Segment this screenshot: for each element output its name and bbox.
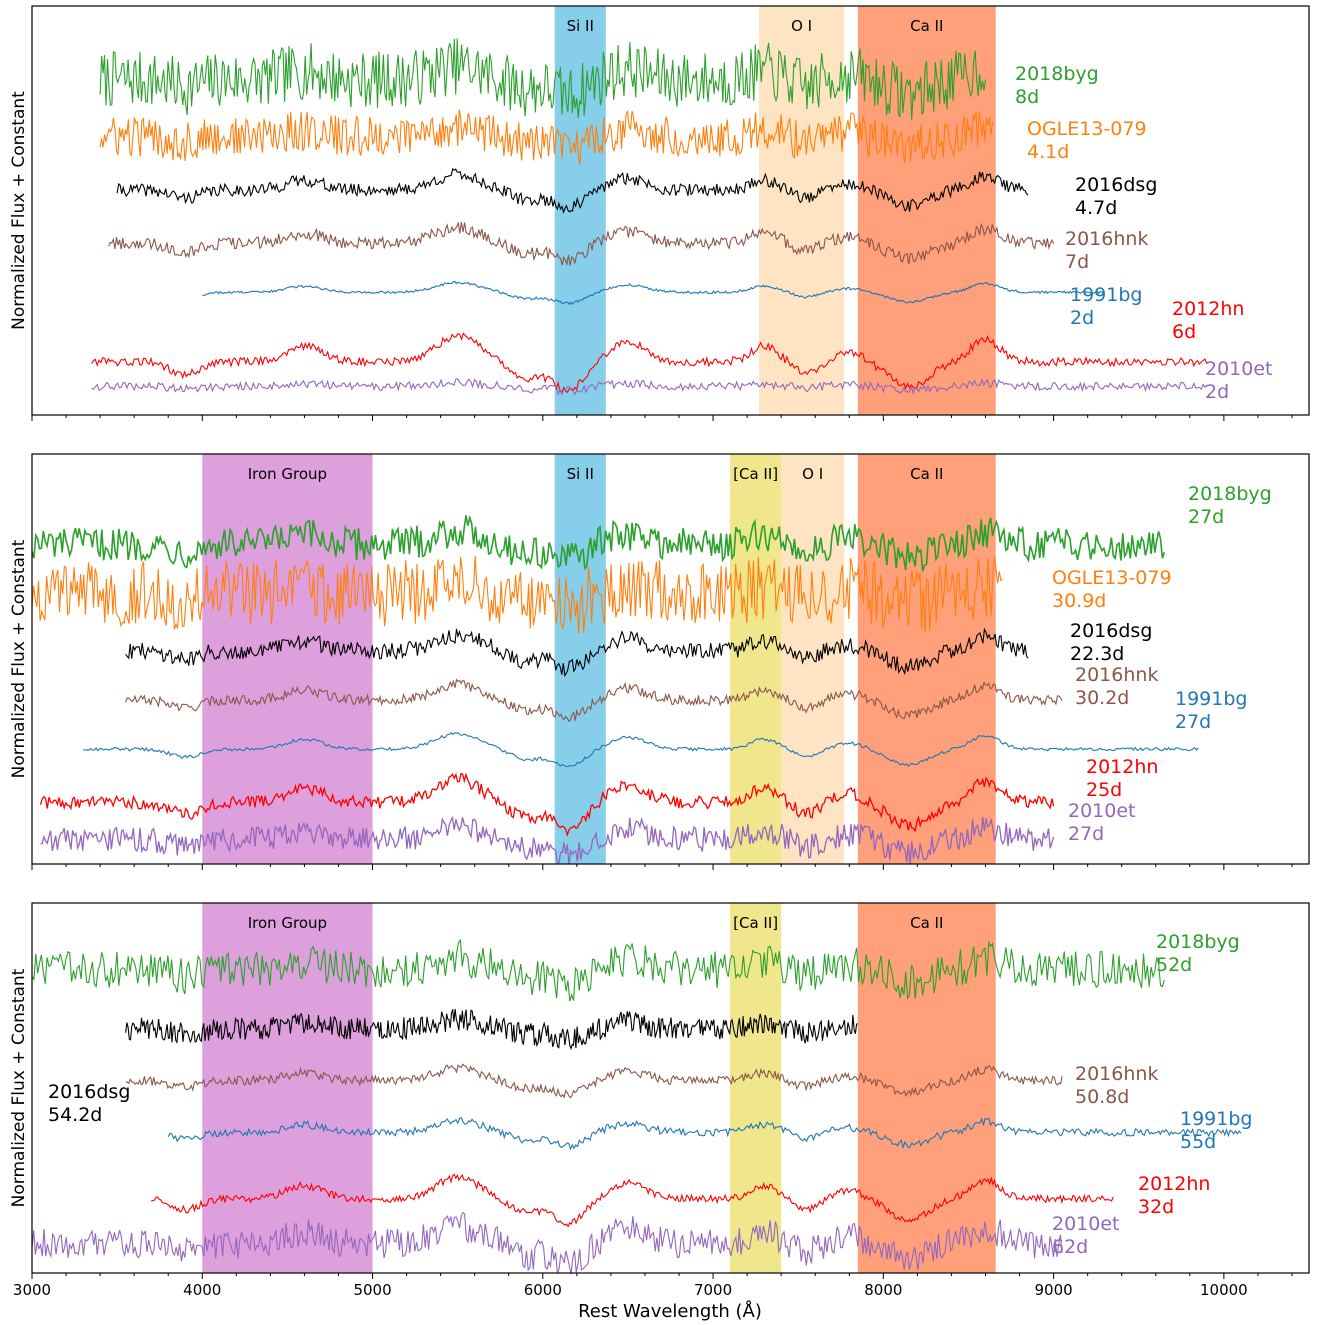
series-name-label-2-3: 1991bg bbox=[1180, 1108, 1252, 1130]
series-epoch-label-1-3: 30.2d bbox=[1075, 687, 1129, 709]
series-name-label-1-0: 2018byg bbox=[1188, 483, 1272, 505]
series-name-label-1-4: 1991bg bbox=[1175, 688, 1247, 710]
series-line-2-2 bbox=[125, 1063, 1063, 1099]
series-epoch-label-1-6: 27d bbox=[1068, 823, 1104, 845]
series-epoch-label-0-1: 4.1d bbox=[1027, 141, 1069, 163]
series-name-label-2-4: 2012hn bbox=[1138, 1173, 1210, 1195]
axes-frame-1 bbox=[31, 453, 1310, 865]
band-label-2-1: [Ca II] bbox=[733, 914, 778, 932]
series-name-label-1-6: 2010et bbox=[1068, 800, 1136, 822]
axes-frame-2 bbox=[31, 902, 1310, 1274]
series-line-1-5 bbox=[39, 772, 1055, 837]
series-epoch-label-2-5: 62d bbox=[1052, 1236, 1088, 1258]
x-tick-label-3000: 3000 bbox=[13, 1281, 51, 1299]
series-line-1-1 bbox=[31, 555, 1003, 634]
series-line-1-4 bbox=[83, 731, 1199, 768]
band-1-1 bbox=[554, 454, 606, 864]
series-layer bbox=[31, 38, 1242, 1275]
x-tick-label-5000: 5000 bbox=[353, 1281, 391, 1299]
x-tick-label-7000: 7000 bbox=[694, 1281, 732, 1299]
axes-frame-0 bbox=[31, 5, 1310, 416]
band-1-4 bbox=[857, 454, 996, 864]
x-tick-label-9000: 9000 bbox=[1035, 1281, 1073, 1299]
series-name-label-0-5: 2012hn bbox=[1172, 298, 1244, 320]
series-line-0-3 bbox=[108, 222, 1055, 266]
series-epoch-label-2-1: 54.2d bbox=[48, 1104, 102, 1126]
series-name-label-0-0: 2018byg bbox=[1015, 63, 1099, 85]
x-axis-label: Rest Wavelength (Å) bbox=[578, 1300, 762, 1322]
series-name-label-2-5: 2010et bbox=[1052, 1213, 1120, 1235]
band-label-0-2: Ca II bbox=[910, 17, 943, 35]
series-line-0-2 bbox=[116, 167, 1029, 214]
series-name-label-1-3: 2016hnk bbox=[1075, 664, 1158, 686]
series-name-label-0-2: 2016dsg bbox=[1075, 174, 1157, 196]
series-line-2-4 bbox=[151, 1173, 1114, 1228]
series-line-0-1 bbox=[99, 109, 995, 166]
series-line-0-5 bbox=[91, 332, 1208, 394]
series-line-1-6 bbox=[40, 815, 1055, 865]
series-line-0-0 bbox=[99, 38, 987, 121]
band-label-1-4: Ca II bbox=[910, 465, 943, 483]
series-name-label-1-1: OGLE13-079 bbox=[1052, 567, 1172, 589]
series-name-label-0-4: 1991bg bbox=[1070, 284, 1142, 306]
series-name-label-0-6: 2010et bbox=[1205, 358, 1273, 380]
series-line-2-0 bbox=[31, 938, 1165, 1002]
y-axis-label-1: Normalized Flux + Constant bbox=[9, 539, 29, 778]
series-epoch-label-0-5: 6d bbox=[1172, 321, 1196, 343]
band-label-1-0: Iron Group bbox=[248, 465, 327, 483]
band-label-1-1: Si II bbox=[567, 465, 594, 483]
series-epoch-label-0-2: 4.7d bbox=[1075, 197, 1117, 219]
series-name-label-2-2: 2016hnk bbox=[1075, 1063, 1158, 1085]
series-line-2-1 bbox=[125, 1008, 858, 1051]
band-label-0-1: O I bbox=[791, 17, 812, 35]
series-line-1-0 bbox=[31, 514, 1166, 572]
series-epoch-label-1-4: 27d bbox=[1175, 711, 1211, 733]
band-label-2-0: Iron Group bbox=[248, 914, 327, 932]
band-2-0 bbox=[202, 903, 373, 1273]
band-label-2-2: Ca II bbox=[910, 914, 943, 932]
band-2-1 bbox=[730, 903, 782, 1273]
series-line-2-5 bbox=[31, 1211, 1063, 1275]
band-label-0-0: Si II bbox=[567, 17, 594, 35]
series-epoch-label-0-6: 2d bbox=[1205, 381, 1229, 403]
band-1-3 bbox=[781, 454, 845, 864]
series-epoch-label-2-4: 32d bbox=[1138, 1196, 1174, 1218]
band-label-1-2: [Ca II] bbox=[733, 465, 778, 483]
series-name-label-2-1: 2016dsg bbox=[48, 1081, 130, 1103]
x-tick-label-10000: 10000 bbox=[1200, 1281, 1248, 1299]
y-axis-label-2: Normalized Flux + Constant bbox=[9, 968, 29, 1207]
x-tick-label-4000: 4000 bbox=[183, 1281, 221, 1299]
series-epoch-label-1-1: 30.9d bbox=[1052, 590, 1106, 612]
series-epoch-label-0-0: 8d bbox=[1015, 86, 1039, 108]
series-epoch-label-1-2: 22.3d bbox=[1070, 643, 1124, 665]
series-name-label-2-0: 2018byg bbox=[1156, 931, 1240, 953]
x-tick-label-6000: 6000 bbox=[524, 1281, 562, 1299]
series-name-label-0-1: OGLE13-079 bbox=[1027, 118, 1147, 140]
series-epoch-label-1-0: 27d bbox=[1188, 506, 1224, 528]
series-epoch-label-0-3: 7d bbox=[1065, 251, 1089, 273]
frame-layer bbox=[31, 5, 1310, 1279]
series-name-label-1-5: 2012hn bbox=[1086, 756, 1158, 778]
x-tick-label-8000: 8000 bbox=[864, 1281, 902, 1299]
band-0-0 bbox=[554, 6, 606, 415]
series-epoch-label-2-2: 50.8d bbox=[1075, 1086, 1129, 1108]
band-2-2 bbox=[857, 903, 996, 1273]
series-line-0-4 bbox=[202, 280, 1106, 306]
text-layer: Si II O I Ca II2018byg8dOGLE13-0794.1d2016… bbox=[9, 17, 1273, 1299]
series-line-1-3 bbox=[125, 678, 1063, 723]
band-label-1-3: O I bbox=[802, 465, 823, 483]
band-1-0 bbox=[202, 454, 373, 864]
series-epoch-label-2-0: 52d bbox=[1156, 954, 1192, 976]
series-line-1-2 bbox=[125, 627, 1029, 678]
series-name-label-1-2: 2016dsg bbox=[1070, 620, 1152, 642]
series-epoch-label-1-5: 25d bbox=[1086, 779, 1122, 801]
series-line-2-3 bbox=[167, 1117, 1242, 1151]
series-epoch-label-2-3: 55d bbox=[1180, 1131, 1216, 1153]
y-axis-label-0: Normalized Flux + Constant bbox=[9, 91, 29, 330]
series-name-label-0-3: 2016hnk bbox=[1065, 228, 1148, 250]
series-line-0-6 bbox=[91, 378, 1208, 396]
bands-layer bbox=[202, 6, 996, 1273]
series-epoch-label-0-4: 2d bbox=[1070, 307, 1094, 329]
